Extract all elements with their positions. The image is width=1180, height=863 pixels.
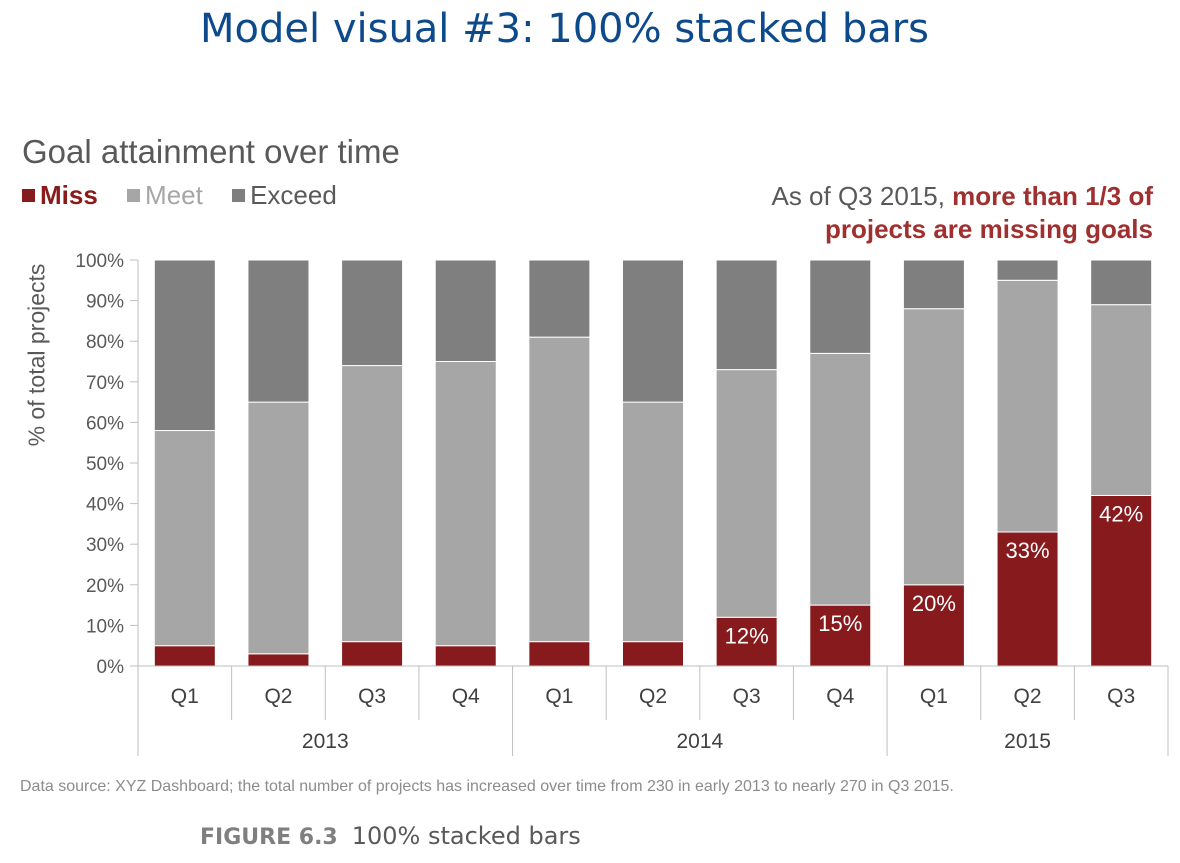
y-tick-label: 10%: [86, 616, 124, 637]
figure-number: FIGURE 6.3: [200, 825, 338, 850]
bar-segment-exceed: [341, 259, 404, 367]
bar-segment-meet: [809, 352, 872, 606]
data-label: 42%: [1099, 501, 1143, 526]
legend-swatch-exceed: [232, 189, 246, 202]
y-tick-label: 50%: [86, 454, 124, 475]
y-tick-label: 60%: [86, 413, 124, 434]
legend-item-exceed: Exceed: [232, 180, 337, 211]
x-group-label: 2015: [1004, 730, 1051, 753]
x-tick-label: Q4: [826, 685, 854, 708]
bar-segment-meet: [153, 430, 216, 647]
page-title: Model visual #3: 100% stacked bars: [200, 6, 930, 52]
bar-segment-meet: [902, 308, 965, 586]
legend-swatch-meet: [127, 189, 141, 202]
legend-label-meet: Meet: [145, 180, 203, 210]
annotation-prefix: As of Q3 2015,: [771, 181, 945, 211]
bar-segment-meet: [528, 336, 591, 643]
bar-segment-miss: [809, 604, 872, 667]
x-tick-label: Q2: [639, 685, 667, 708]
bar-segment-exceed: [1090, 259, 1153, 306]
x-group-label: 2013: [302, 730, 349, 753]
bar-segment-miss: [528, 641, 591, 667]
y-tick-label: 80%: [86, 332, 124, 353]
x-group-label: 2014: [676, 730, 723, 753]
data-label: 15%: [818, 611, 862, 636]
legend-swatch-miss: [22, 189, 35, 202]
data-label: 20%: [912, 591, 956, 616]
bar-segment-miss: [341, 641, 404, 667]
bar-segment-meet: [1090, 304, 1153, 496]
legend-item-miss: Miss: [22, 180, 98, 211]
x-tick-label: Q1: [545, 685, 573, 708]
bar-segment-meet: [715, 369, 778, 618]
bar-segment-meet: [622, 401, 684, 643]
y-tick-label: 20%: [86, 576, 124, 597]
bar-segment-meet: [247, 401, 310, 655]
annotation-highlight: more than 1/3 of projects are missing go…: [824, 181, 1153, 244]
bar-segment-meet: [434, 361, 497, 647]
x-tick-label: Q3: [1107, 685, 1135, 708]
y-tick-label: 30%: [86, 535, 124, 556]
x-tick-label: Q3: [358, 685, 386, 708]
x-tick-label: Q2: [264, 685, 292, 708]
bar-segment-miss: [902, 584, 965, 667]
data-label: 33%: [1006, 538, 1050, 563]
legend-label-miss: Miss: [40, 180, 98, 210]
bar-segment-exceed: [153, 259, 216, 432]
y-tick-label: 90%: [86, 292, 124, 313]
bar-segment-exceed: [902, 259, 965, 310]
legend: Miss Meet Exceed: [22, 180, 359, 211]
legend-item-meet: Meet: [127, 180, 203, 211]
figure-caption: FIGURE 6.3 100% stacked bars: [200, 822, 581, 850]
bar-segment-miss: [247, 653, 310, 667]
figure-caption-text: 100% stacked bars: [351, 822, 581, 850]
bar-segment-miss: [622, 641, 684, 667]
bar-segment-exceed: [715, 259, 778, 371]
annotation: As of Q3 2015, more than 1/3 of projects…: [693, 180, 1153, 246]
bar-segment-miss: [1090, 494, 1153, 667]
bar-segment-meet: [996, 279, 1059, 533]
bar-segment-miss: [434, 645, 497, 667]
bar-segment-exceed: [434, 259, 497, 362]
x-tick-label: Q4: [452, 685, 480, 708]
x-tick-label: Q1: [171, 685, 199, 708]
bar-segment-exceed: [622, 259, 684, 403]
data-label: 12%: [725, 623, 769, 648]
bar-segment-meet: [341, 365, 404, 643]
y-tick-label: 70%: [86, 373, 124, 394]
chart-title: Goal attainment over time: [22, 133, 400, 170]
y-tick-label: 40%: [86, 495, 124, 516]
bar-segment-miss: [153, 645, 216, 667]
x-tick-label: Q2: [1014, 685, 1042, 708]
bar-segment-exceed: [996, 259, 1059, 281]
y-tick-label: 100%: [75, 251, 124, 272]
data-source-note: Data source: XYZ Dashboard; the total nu…: [20, 778, 954, 795]
x-tick-label: Q1: [920, 685, 948, 708]
y-tick-label: 0%: [97, 657, 125, 678]
bar-segment-exceed: [528, 259, 591, 338]
legend-label-exceed: Exceed: [250, 180, 337, 210]
bar-segment-exceed: [247, 259, 310, 403]
bar-segment-exceed: [809, 259, 872, 354]
x-tick-label: Q3: [733, 685, 761, 708]
bar-segment-miss: [996, 531, 1059, 667]
